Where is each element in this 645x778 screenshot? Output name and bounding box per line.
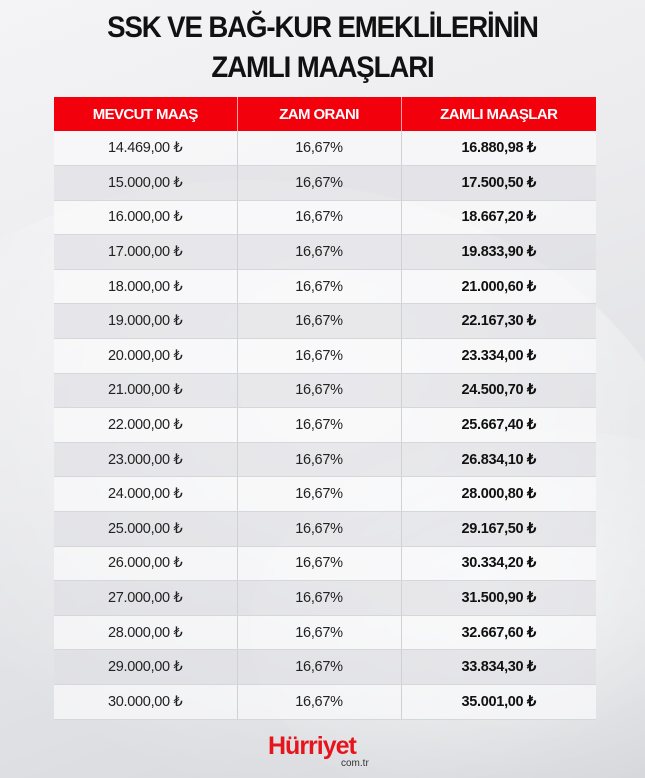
- cell-raised-salary: 25.667,40 ₺: [401, 407, 596, 443]
- cell-raise-rate: 16,67%: [237, 338, 402, 374]
- cell-raise-rate: 16,67%: [237, 649, 402, 685]
- table-row: 28.000,00 ₺ 16,67% 32.667,60 ₺: [54, 615, 596, 651]
- table-row: 15.000,00 ₺ 16,67% 17.500,50 ₺: [54, 165, 596, 201]
- cell-raise-rate: 16,67%: [237, 303, 402, 340]
- header-raise-rate: ZAM ORANI: [237, 97, 402, 131]
- cell-raised-salary: 28.000,80 ₺: [401, 476, 596, 513]
- table-row: 14.469,00 ₺ 16,67% 16.880,98 ₺: [54, 131, 596, 167]
- cell-current-salary: 27.000,00 ₺: [54, 580, 238, 616]
- cell-raised-salary: 18.667,20 ₺: [401, 200, 596, 236]
- cell-current-salary: 28.000,00 ₺: [54, 615, 238, 651]
- cell-raise-rate: 16,67%: [237, 615, 402, 651]
- table-row: 20.000,00 ₺ 16,67% 23.334,00 ₺: [54, 338, 596, 374]
- table-row: 17.000,00 ₺ 16,67% 19.833,90 ₺: [54, 234, 596, 270]
- cell-raised-salary: 33.834,30 ₺: [401, 649, 596, 685]
- cell-raise-rate: 16,67%: [237, 580, 402, 616]
- cell-raise-rate: 16,67%: [237, 442, 402, 478]
- logo-wordmark: Hürriyet: [268, 732, 357, 760]
- logo-domain: com.tr: [341, 758, 369, 769]
- cell-raise-rate: 16,67%: [237, 200, 402, 236]
- cell-raised-salary: 31.500,90 ₺: [401, 580, 596, 616]
- cell-raised-salary: 29.167,50 ₺: [401, 511, 596, 547]
- cell-raised-salary: 19.833,90 ₺: [401, 234, 596, 270]
- salary-table: MEVCUT MAAŞ ZAM ORANI ZAMLI MAAŞLAR 14.4…: [54, 97, 596, 720]
- table-row: 29.000,00 ₺ 16,67% 33.834,30 ₺: [54, 649, 596, 685]
- cell-raised-salary: 30.334,20 ₺: [401, 546, 596, 582]
- cell-raise-rate: 16,67%: [237, 407, 402, 443]
- cell-current-salary: 20.000,00 ₺: [54, 338, 238, 374]
- title-line-2: ZAMLI MAAŞLARI: [211, 51, 434, 84]
- table-row: 24.000,00 ₺ 16,67% 28.000,80 ₺: [54, 476, 596, 513]
- cell-current-salary: 17.000,00 ₺: [54, 234, 238, 270]
- table-row: 21.000,00 ₺ 16,67% 24.500,70 ₺: [54, 373, 596, 409]
- cell-current-salary: 18.000,00 ₺: [54, 269, 238, 305]
- table-row: 30.000,00 ₺ 16,67% 35.001,00 ₺: [54, 684, 596, 720]
- cell-current-salary: 16.000,00 ₺: [54, 200, 238, 236]
- cell-raised-salary: 23.334,00 ₺: [401, 338, 596, 374]
- cell-current-salary: 25.000,00 ₺: [54, 511, 238, 547]
- table-body: 14.469,00 ₺ 16,67% 16.880,98 ₺ 15.000,00 ₺ 1…: [54, 131, 596, 720]
- table-row: 22.000,00 ₺ 16,67% 25.667,40 ₺: [54, 407, 596, 443]
- cell-current-salary: 26.000,00 ₺: [54, 546, 238, 582]
- cell-raise-rate: 16,67%: [237, 234, 402, 270]
- cell-raised-salary: 17.500,50 ₺: [401, 165, 596, 201]
- cell-current-salary: 15.000,00 ₺: [54, 165, 238, 201]
- cell-current-salary: 30.000,00 ₺: [54, 684, 238, 720]
- cell-raise-rate: 16,67%: [237, 511, 402, 547]
- table-row: 25.000,00 ₺ 16,67% 29.167,50 ₺: [54, 511, 596, 547]
- cell-raised-salary: 32.667,60 ₺: [401, 615, 596, 651]
- table-row: 27.000,00 ₺ 16,67% 31.500,90 ₺: [54, 580, 596, 616]
- cell-raise-rate: 16,67%: [237, 684, 402, 720]
- hurriyet-logo: Hürriyet com.tr: [268, 732, 388, 772]
- cell-current-salary: 19.000,00 ₺: [54, 303, 238, 340]
- cell-current-salary: 22.000,00 ₺: [54, 407, 238, 443]
- table-row: 23.000,00 ₺ 16,67% 26.834,10 ₺: [54, 442, 596, 478]
- cell-current-salary: 14.469,00 ₺: [54, 131, 238, 167]
- cell-raised-salary: 21.000,60 ₺: [401, 269, 596, 305]
- cell-raise-rate: 16,67%: [237, 269, 402, 305]
- cell-raise-rate: 16,67%: [237, 165, 402, 201]
- cell-raised-salary: 16.880,98 ₺: [401, 131, 596, 167]
- cell-current-salary: 24.000,00 ₺: [54, 476, 238, 513]
- cell-current-salary: 29.000,00 ₺: [54, 649, 238, 685]
- table-row: 18.000,00 ₺ 16,67% 21.000,60 ₺: [54, 269, 596, 305]
- cell-raise-rate: 16,67%: [237, 476, 402, 513]
- table-row: 16.000,00 ₺ 16,67% 18.667,20 ₺: [54, 200, 596, 236]
- header-raised-salary: ZAMLI MAAŞLAR: [401, 97, 596, 131]
- cell-current-salary: 23.000,00 ₺: [54, 442, 238, 478]
- cell-raise-rate: 16,67%: [237, 546, 402, 582]
- cell-raise-rate: 16,67%: [237, 373, 402, 409]
- table-row: 19.000,00 ₺ 16,67% 22.167,30 ₺: [54, 303, 596, 340]
- cell-raised-salary: 26.834,10 ₺: [401, 442, 596, 478]
- table-row: 26.000,00 ₺ 16,67% 30.334,20 ₺: [54, 546, 596, 582]
- cell-current-salary: 21.000,00 ₺: [54, 373, 238, 409]
- title-line-1: SSK VE BAĞ-KUR EMEKLİLERİNİN: [107, 11, 539, 44]
- table-header: MEVCUT MAAŞ ZAM ORANI ZAMLI MAAŞLAR: [54, 97, 596, 131]
- cell-raise-rate: 16,67%: [237, 131, 402, 167]
- cell-raised-salary: 24.500,70 ₺: [401, 373, 596, 409]
- page-title: SSK VE BAĞ-KUR EMEKLİLERİNİN ZAMLI MAAŞL…: [0, 8, 645, 88]
- cell-raised-salary: 22.167,30 ₺: [401, 303, 596, 340]
- header-current-salary: MEVCUT MAAŞ: [54, 97, 238, 131]
- cell-raised-salary: 35.001,00 ₺: [401, 684, 596, 720]
